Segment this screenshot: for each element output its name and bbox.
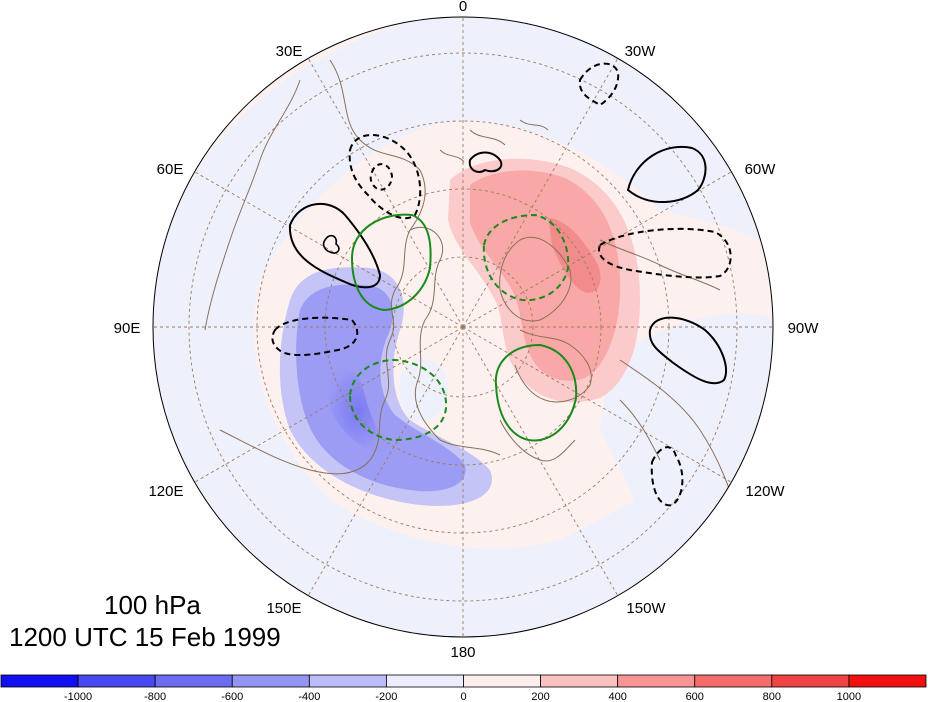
pressure-level-label: 100 hPa (104, 590, 201, 620)
colorbar-tick-label: 600 (686, 691, 704, 702)
colorbar-box (308, 674, 387, 688)
contour-green-solid-2 (494, 343, 578, 442)
colorbar-box (154, 674, 233, 688)
contour-solid-1b (322, 234, 340, 254)
coast-hudson (599, 239, 721, 291)
lon-label-150w: 150W (626, 600, 666, 617)
contour-dashed-5 (650, 446, 684, 507)
lon-label-90w: 90W (788, 320, 820, 337)
map-border (152, 16, 774, 638)
colorbar-box (848, 674, 927, 688)
contour-dashed-1 (578, 62, 620, 107)
lon-label-150e: 150E (266, 600, 301, 617)
coast-greenland (499, 236, 572, 322)
lon-label-90e: 90E (114, 320, 141, 337)
lon-label-120w: 120W (745, 483, 785, 500)
colorbar-box (694, 674, 773, 688)
coast-europe (204, 79, 301, 331)
lon-label-60e: 60E (157, 161, 184, 178)
coast-canada-arctic (514, 329, 592, 403)
colorbar-box (540, 674, 619, 688)
lon-label-30w: 30W (625, 43, 657, 60)
contour-solid-4 (648, 316, 727, 385)
contour-solid-1 (288, 202, 382, 289)
colorbar-tick-labels: -1000 -800 -600 -400 -200 0 200 400 600 800 1000 (64, 691, 861, 702)
colorbar-boxes (0, 674, 927, 688)
colorbar-tick-label: 200 (531, 691, 549, 702)
contour-green-solid-1 (350, 213, 432, 312)
contour-dashed-3 (598, 227, 732, 279)
colorbar-tick-label: -400 (298, 691, 320, 702)
colorbar-box (771, 674, 850, 688)
lon-label-60w: 60W (745, 161, 777, 178)
contour-green-dashed-2 (348, 358, 448, 442)
colorbar-box (0, 674, 79, 688)
coast-alaska (499, 419, 576, 462)
coast-siberia (409, 226, 501, 456)
graticule (153, 17, 773, 637)
colorbar-tick-label: 400 (608, 691, 626, 702)
lon-label-30e: 30E (276, 43, 303, 60)
contours (271, 62, 732, 507)
shading-layer (153, 17, 773, 637)
colorbar-box (386, 674, 464, 688)
colorbar-tick-label: -800 (144, 691, 166, 702)
lon-label-180: 180 (450, 644, 475, 661)
colorbar-tick-label: -1000 (64, 691, 92, 702)
shade-red-core (548, 218, 601, 293)
shade-blue-core (328, 368, 388, 453)
lon-label-120e: 120E (148, 483, 183, 500)
shade-red-mid (470, 170, 621, 381)
contour-dashed-2b (369, 163, 394, 191)
colorbar-tick-label: 0 (460, 691, 466, 702)
shade-blue-mid (296, 284, 466, 492)
colorbar-box (77, 674, 156, 688)
colorbar-box (463, 674, 541, 688)
contour-dashed-2 (348, 134, 422, 220)
coast-islands (439, 119, 549, 163)
lon-label-0: 0 (459, 0, 467, 15)
colorbar: -1000 -800 -600 -400 -200 0 200 400 600 800 1000 (0, 674, 927, 702)
colorbar-box (231, 674, 310, 688)
coast-eurasia (219, 59, 426, 475)
longitude-labels: 0 30W 60W 90W 120W 150W 180 150E 120E 90… (114, 0, 820, 661)
colorbar-tick-label: -600 (221, 691, 243, 702)
valid-time-label: 1200 UTC 15 Feb 1999 (9, 622, 281, 652)
colorbar-box (617, 674, 696, 688)
contour-solid-2 (468, 151, 503, 173)
contour-green-dashed-1 (482, 213, 570, 302)
polar-stereographic-map: 0 30W 60W 90W 120W 150W 180 150E 120E 90… (114, 0, 820, 661)
colorbar-tick-label: 1000 (837, 691, 861, 702)
contour-solid-3 (626, 145, 707, 203)
colorbar-tick-label: -200 (375, 691, 397, 702)
shade-light-blue (153, 17, 773, 637)
contour-dashed-4 (271, 316, 359, 357)
colorbar-tick-label: 800 (763, 691, 781, 702)
